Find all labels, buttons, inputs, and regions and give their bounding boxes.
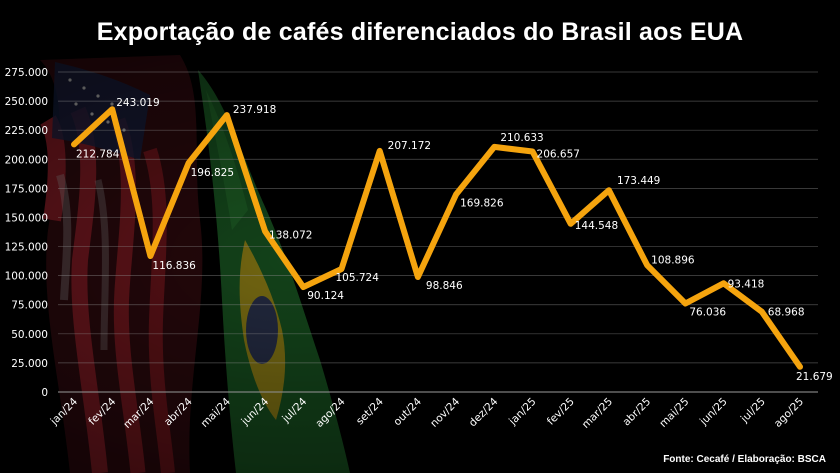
data-label: 105.724 [335, 272, 379, 284]
data-label: 138.072 [269, 229, 312, 241]
data-labels: 212.784 243.019 116.836 196.825 237.918 138.0… [76, 97, 833, 383]
data-label: 98.846 [426, 280, 463, 292]
data-label: 21.679 [796, 371, 833, 383]
y-tick-label: 150.000 [5, 212, 48, 224]
data-label: 237.918 [233, 104, 276, 116]
data-label: 210.633 [500, 132, 543, 144]
y-tick-label: 0 [41, 387, 48, 399]
data-label: 76.036 [689, 307, 726, 319]
data-label: 207.172 [388, 140, 431, 152]
y-tick-label: 250.000 [5, 96, 48, 108]
series-line [71, 106, 803, 370]
data-label: 93.418 [728, 278, 765, 290]
y-tick-label: 75.000 [11, 300, 48, 312]
y-tick-label: 175.000 [5, 183, 48, 195]
chart-title: Exportação de cafés diferenciados do Bra… [96, 18, 744, 46]
data-label: 173.449 [617, 175, 660, 187]
line-series [71, 106, 803, 370]
y-tick-label: 200.000 [5, 154, 48, 166]
y-tick-label: 125.000 [5, 242, 48, 254]
data-label: 212.784 [76, 148, 120, 160]
data-label: 90.124 [307, 290, 344, 302]
y-tick-label: 100.000 [5, 271, 48, 283]
data-label: 169.826 [460, 197, 504, 209]
y-axis: 0 25.000 50.000 75.000 100.000 125.000 150.000… [5, 67, 48, 399]
data-label: 108.896 [651, 254, 695, 266]
y-tick-label: 275.000 [5, 67, 48, 79]
y-tick-label: 225.000 [5, 125, 48, 137]
data-label: 196.825 [191, 167, 234, 179]
data-label: 116.836 [152, 260, 196, 272]
y-tick-label: 50.000 [11, 329, 48, 341]
data-label: 206.657 [537, 149, 580, 161]
y-tick-label: 25.000 [11, 358, 48, 370]
gridlines [58, 71, 818, 393]
source-note: Fonte: Cecafé / Elaboração: BSCA [663, 454, 826, 465]
data-label: 243.019 [116, 97, 159, 109]
data-label: 68.968 [768, 307, 805, 319]
data-label: 144.548 [575, 220, 618, 232]
